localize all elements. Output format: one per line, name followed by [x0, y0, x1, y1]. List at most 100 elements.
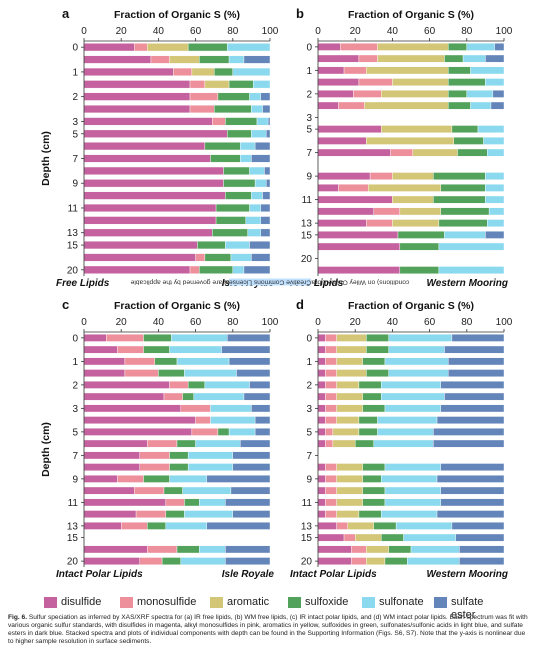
bar-segment-sulfoxide: [448, 43, 468, 51]
bar-segment-monosulfide: [351, 557, 367, 565]
bar-segment-disulfide: [83, 475, 118, 483]
bar-segment-sulfoxide: [169, 451, 189, 460]
bar-segment-aromatic: [366, 66, 449, 75]
y-tick-label: 7: [306, 148, 312, 159]
bar-segment-sulfonate: [253, 80, 271, 89]
bar-segment-sulfonate: [487, 219, 505, 227]
bar-segment-monosulfide: [325, 439, 334, 448]
bar-segment-sulfate-ester: [485, 231, 505, 239]
legend-swatch-sulfonate: [362, 597, 375, 608]
bar-segment-sulfonate: [487, 148, 505, 157]
bar-segment-sulfate-ester: [266, 179, 271, 188]
bar-segment-sulfoxide: [448, 78, 486, 86]
bar-segment-monosulfide: [212, 117, 226, 126]
bar-segment-disulfide: [83, 265, 191, 274]
y-tick-label: 2: [306, 89, 312, 100]
bar-segment-sulfate-ester: [494, 43, 505, 51]
bar-segment-monosulfide: [325, 486, 337, 495]
bar-segment-sulfonate: [470, 101, 492, 110]
y-tick-label: 0: [72, 333, 78, 344]
bar-segment-disulfide: [317, 148, 391, 157]
x-tick-label: 40: [387, 26, 399, 37]
bar-segment-sulfate-ester: [251, 253, 271, 262]
bar-segment-sulfoxide: [154, 357, 178, 366]
bar-segment-sulfoxide: [199, 55, 230, 64]
bar-segment-sulfate-ester: [260, 228, 271, 237]
bar-segment-sulfonate: [169, 475, 207, 483]
bar-segment-disulfide: [83, 510, 137, 518]
bar-segment-sulfoxide: [362, 357, 386, 366]
bar-segment-sulfonate: [184, 369, 237, 377]
bar-segment-monosulfide: [169, 381, 189, 389]
bar-segment-disulfide: [83, 104, 191, 114]
bar-segment-sulfonate: [254, 179, 267, 188]
bar-segment-aromatic: [366, 137, 454, 145]
bar-segment-sulfoxide: [358, 428, 378, 436]
bar-segment-disulfide: [83, 545, 148, 554]
y-tick-label: 3: [306, 113, 312, 124]
bar-segment-sulfate-ester: [455, 533, 505, 542]
bar-segment-sulfonate: [384, 404, 441, 413]
y-tick-label: 15: [301, 533, 313, 544]
bar-segment-monosulfide: [189, 104, 215, 114]
bar-segment-sulfonate: [381, 510, 438, 518]
bar-segment-aromatic: [368, 184, 441, 192]
bar-segment-sulfate-ester: [225, 557, 271, 565]
bar-segment-disulfide: [317, 231, 399, 239]
bar-segment-sulfoxide: [210, 154, 241, 163]
legend-swatch-monosulfide: [120, 597, 133, 608]
legend-label-disulfide: disulfide: [61, 596, 102, 608]
bar-segment-sulfonate: [182, 486, 232, 495]
bar-segment-disulfide: [83, 43, 135, 52]
y-tick-label: 2: [306, 380, 312, 391]
bar-segment-aromatic: [336, 404, 363, 413]
bar-segment-aromatic: [392, 78, 449, 86]
bar-segment-sulfate-ester: [448, 357, 505, 366]
y-tick-label: 13: [67, 228, 79, 239]
bar-segment-disulfide: [83, 179, 224, 188]
bar-segment-sulfonate: [388, 334, 453, 342]
y-tick-label: 0: [306, 42, 312, 53]
bar-segment-monosulfide: [124, 369, 159, 377]
legend: disulfide monosulfide aromatic sulfoxide…: [44, 596, 514, 621]
bar-segment-aromatic: [204, 80, 230, 89]
bar-segment-monosulfide: [353, 90, 382, 98]
bar-segment-aromatic: [336, 345, 367, 354]
y-tick-label: 0: [306, 333, 312, 344]
bar-segment-sulfoxide: [384, 557, 408, 565]
bar-segment-monosulfide: [343, 66, 367, 75]
bar-segment-aromatic: [336, 498, 363, 507]
x-tick-label: 20: [116, 26, 128, 37]
legend-label-aromatic: aromatic: [227, 596, 270, 608]
figure-caption: Fig. 6. Sulfur speciation as inferred by…: [8, 614, 528, 646]
bar-segment-sulfate-ester: [232, 463, 271, 471]
bar-segment-monosulfide: [390, 148, 414, 157]
y-tick-label: 11: [68, 203, 79, 214]
bar-segment-sulfonate: [251, 129, 267, 138]
bar-segment-aromatic: [377, 43, 449, 51]
bar-segment-monosulfide: [325, 381, 337, 389]
bar-segment-sulfate-ester: [240, 439, 271, 448]
bar-segment-sulfonate: [199, 498, 226, 507]
x-tick-label: 100: [262, 26, 279, 37]
bar-segment-sulfoxide: [182, 392, 194, 401]
bar-segment-sulfonate: [410, 545, 460, 554]
bar-segment-monosulfide: [195, 416, 211, 424]
bar-segment-sulfate-ester: [459, 557, 505, 565]
bar-segment-sulfonate: [227, 43, 271, 52]
bar-segment-sulfoxide: [397, 231, 445, 239]
y-axis-label: Depth (cm): [40, 131, 52, 186]
bar-segment-sulfoxide: [204, 142, 241, 151]
legend-swatch-sulfoxide: [288, 597, 301, 608]
bar-segment-sulfonate: [199, 545, 226, 554]
license-link[interactable]: Creative Commons License: [228, 278, 312, 286]
bar-segment-sulfonate: [249, 203, 261, 213]
bar-segment-disulfide: [83, 522, 122, 530]
bar-segment-sulfate-ester: [264, 166, 271, 175]
x-tick-label: 100: [496, 317, 513, 328]
bar-segment-sulfoxide: [366, 369, 389, 377]
bar-segment-sulfoxide: [213, 67, 233, 76]
bar-segment-aromatic: [381, 90, 449, 98]
bar-segment-disulfide: [317, 78, 360, 86]
bar-segment-sulfate-ester: [206, 475, 271, 483]
